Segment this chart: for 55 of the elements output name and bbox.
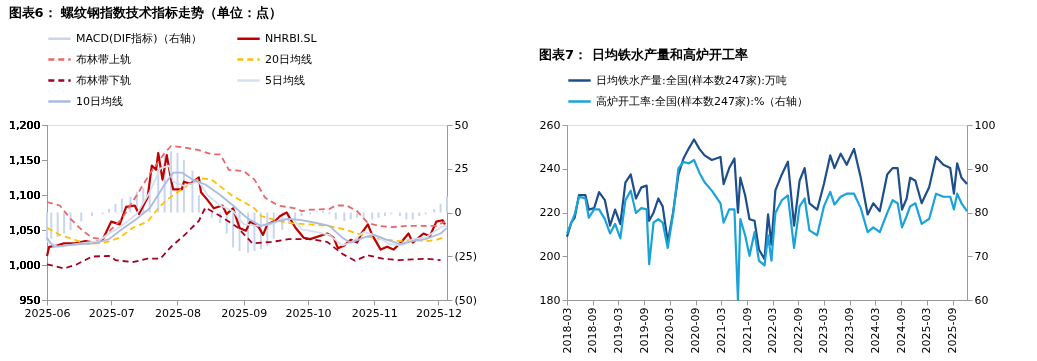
- x-tick-label: 2025-03: [920, 307, 934, 354]
- chart-title: 图表7： 日均铁水产量和高炉开工率: [539, 47, 748, 62]
- y-tick-label: 220: [539, 206, 561, 219]
- y-tick-label: 180: [539, 293, 561, 307]
- y-tick-label: 1,100: [9, 188, 41, 202]
- legend-label: 高炉开工率:全国(样本数247家):%（右轴）: [596, 94, 809, 108]
- x-tick-label: 2025-08: [155, 306, 201, 320]
- x-tick-label: 2021-09: [740, 307, 754, 354]
- x-tick-label: 2025-09: [221, 306, 268, 320]
- y-tick-label: 260: [539, 118, 561, 132]
- x-tick-label: 2025-09: [946, 307, 960, 354]
- legend-label: 布林带上轨: [76, 52, 131, 66]
- x-tick-label: 2025-07: [88, 306, 135, 320]
- x-tick-label: 2025-06: [24, 306, 71, 320]
- x-tick-label: 2024-09: [894, 307, 908, 354]
- legend-label: MACD(DIF指标)（右轴）: [76, 31, 202, 45]
- legend-label: NHRBI.SL: [265, 31, 318, 45]
- x-tick-label: 2021-03: [714, 307, 728, 354]
- x-tick-label: 2019-03: [611, 307, 625, 354]
- legend-label: 布林带下轨: [76, 73, 131, 87]
- legend-label: 5日均线: [265, 73, 305, 87]
- x-tick-label: 2025-11: [351, 306, 398, 320]
- x-tick-label: 2023-09: [843, 307, 857, 354]
- legend-label: 20日均线: [265, 52, 312, 66]
- y2-tick-label: 90: [974, 162, 989, 176]
- y-tick-label: 200: [539, 249, 561, 263]
- x-tick-label: 2025-12: [415, 306, 462, 320]
- x-tick-label: 2019-09: [637, 307, 651, 354]
- y-tick-label: 1,050: [9, 223, 41, 237]
- x-tick-label: 2020-09: [689, 307, 703, 354]
- x-tick-label: 2022-03: [766, 307, 780, 354]
- x-tick-label: 2025-10: [285, 306, 332, 320]
- legend-label: 日均铁水产量:全国(样本数247家):万吨: [596, 73, 787, 87]
- y2-tick-label: 70: [974, 249, 989, 263]
- x-tick-label: 2022-09: [791, 307, 805, 354]
- y2-tick-label: 25: [454, 162, 469, 176]
- x-tick-label: 2024-03: [868, 307, 882, 354]
- y2-tick-label: 50: [454, 118, 469, 132]
- y-tick-label: 1,200: [9, 118, 41, 132]
- y2-tick-label: 60: [974, 293, 989, 307]
- y2-tick-label: 100: [974, 118, 996, 132]
- y-tick-label: 240: [539, 162, 561, 176]
- x-tick-label: 2020-03: [663, 307, 677, 354]
- y2-tick-label: (50): [454, 293, 478, 307]
- y2-tick-label: 80: [974, 206, 989, 219]
- y-tick-label: 1,150: [9, 153, 41, 167]
- x-tick-label: 2018-03: [560, 307, 574, 354]
- y-tick-label: 1,000: [9, 258, 41, 272]
- chart-title: 图表6： 螺纹钢指数技术指标走势（单位：点）: [8, 5, 283, 20]
- legend-label: 10日均线: [76, 94, 123, 108]
- x-tick-label: 2023-03: [817, 307, 831, 354]
- y2-tick-label: (25): [454, 249, 478, 263]
- y-tick-label: 950: [19, 293, 41, 307]
- y2-tick-label: 0: [454, 206, 462, 219]
- x-tick-label: 2018-09: [586, 307, 600, 354]
